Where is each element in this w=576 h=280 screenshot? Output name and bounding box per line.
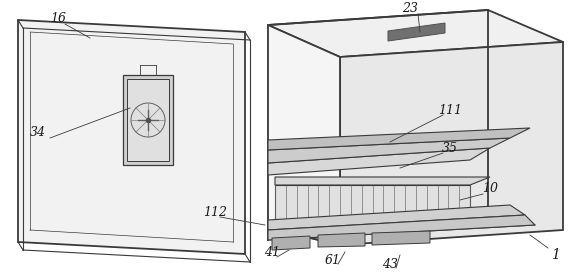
Text: 35: 35 [442, 141, 458, 155]
Polygon shape [275, 185, 470, 220]
Polygon shape [318, 233, 365, 247]
Text: 41: 41 [264, 246, 280, 260]
Polygon shape [268, 128, 530, 150]
Polygon shape [268, 205, 525, 230]
Text: 61: 61 [325, 253, 341, 267]
Text: 1: 1 [551, 248, 559, 262]
Text: 111: 111 [438, 104, 462, 116]
Text: 112: 112 [203, 206, 227, 218]
Text: 43: 43 [382, 258, 398, 270]
Text: 10: 10 [482, 181, 498, 195]
Text: 23: 23 [402, 1, 418, 15]
Polygon shape [268, 138, 510, 163]
Polygon shape [268, 10, 563, 57]
Polygon shape [275, 177, 490, 185]
Polygon shape [388, 23, 445, 41]
Polygon shape [340, 42, 563, 245]
Polygon shape [372, 231, 430, 245]
Text: 34: 34 [30, 125, 46, 139]
Polygon shape [272, 236, 310, 250]
Polygon shape [127, 79, 169, 161]
Polygon shape [268, 215, 535, 240]
Text: 16: 16 [50, 11, 66, 25]
Polygon shape [268, 25, 340, 245]
Polygon shape [268, 10, 488, 228]
Polygon shape [268, 148, 490, 175]
Polygon shape [18, 20, 245, 254]
Polygon shape [123, 75, 173, 165]
